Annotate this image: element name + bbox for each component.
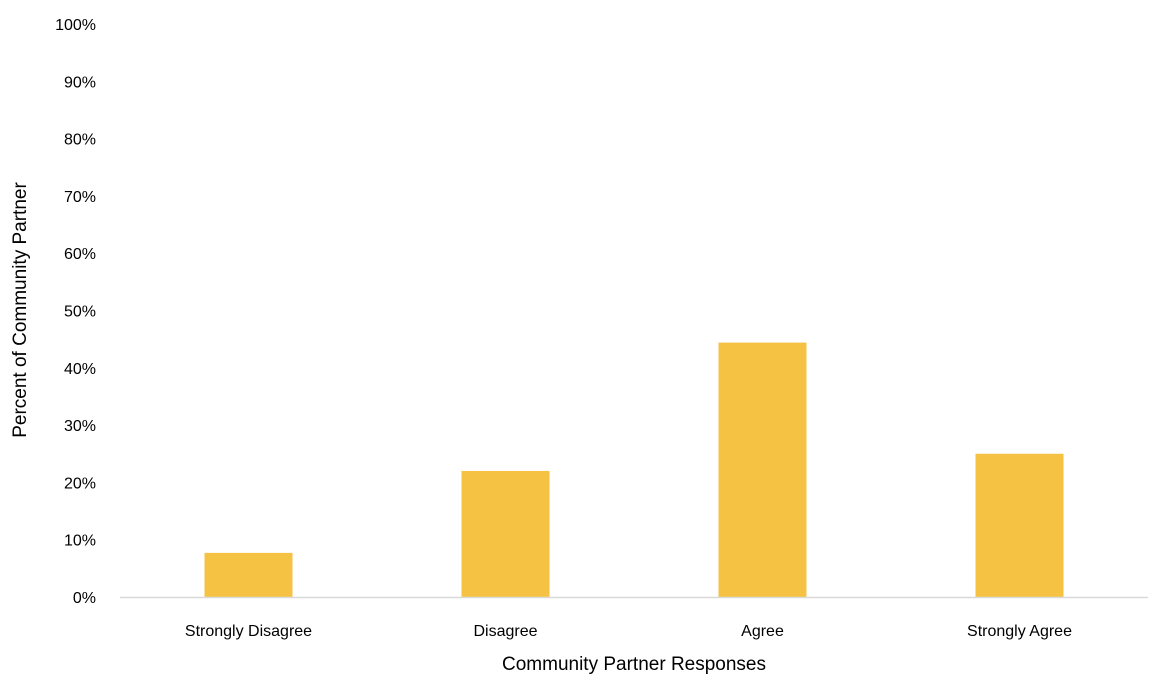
bars: [205, 343, 1064, 597]
y-axis-title: Percent of Community Partner: [10, 182, 31, 438]
y-tick-label: 100%: [55, 17, 96, 34]
bar-strongly-agree: [976, 454, 1064, 597]
y-axis-ticks: 0% 10% 20% 30% 40% 50% 60% 70% 80% 90% 100%: [55, 17, 96, 607]
y-tick-label: 60%: [64, 246, 96, 263]
bar-agree: [719, 343, 807, 597]
y-tick-label: 30%: [64, 418, 96, 435]
x-tick-label: Strongly Agree: [967, 623, 1072, 640]
y-tick-label: 10%: [64, 533, 96, 550]
bar-disagree: [462, 471, 550, 597]
x-tick-label: Strongly Disagree: [185, 623, 312, 640]
y-tick-label: 50%: [64, 304, 96, 321]
x-tick-label: Agree: [741, 623, 784, 640]
y-tick-label: 40%: [64, 361, 96, 378]
x-tick-label: Disagree: [473, 623, 537, 640]
y-tick-label: 90%: [64, 74, 96, 91]
y-tick-label: 20%: [64, 475, 96, 492]
x-axis-title: Community Partner Responses: [502, 654, 766, 675]
y-tick-label: 70%: [64, 189, 96, 206]
y-tick-label: 0%: [73, 590, 96, 607]
x-axis-ticks: Strongly Disagree Disagree Agree Strongly A…: [185, 623, 1072, 640]
y-tick-label: 80%: [64, 132, 96, 149]
bar-strongly-disagree: [205, 553, 293, 597]
